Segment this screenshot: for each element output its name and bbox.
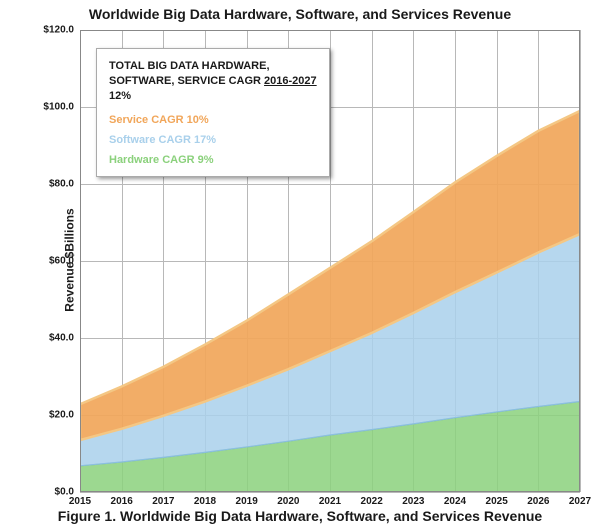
x-tick-label: 2017 [152, 492, 174, 507]
y-axis-label: Revenue $Billions [63, 208, 77, 311]
x-tick-label: 2022 [361, 492, 383, 507]
y-tick-label: $20.0 [49, 410, 80, 421]
y-tick-label: $100.0 [43, 102, 80, 113]
x-tick-label: 2020 [277, 492, 299, 507]
legend-item: Software CAGR 17% [109, 134, 317, 146]
figure-caption: Figure 1. Worldwide Big Data Hardware, S… [0, 508, 600, 524]
chart-title: Worldwide Big Data Hardware, Software, a… [0, 6, 600, 22]
y-tick-label: $40.0 [49, 333, 80, 344]
plot-area: $0.0$20.0$40.0$60.0$80.0$100.0$120.02015… [80, 30, 580, 492]
x-tick-label: 2024 [444, 492, 466, 507]
x-tick-label: 2027 [569, 492, 591, 507]
page: Worldwide Big Data Hardware, Software, a… [0, 0, 600, 528]
legend-item: Service CAGR 10% [109, 114, 317, 126]
legend-box: TOTAL BIG DATA HARDWARE,SOFTWARE, SERVIC… [96, 48, 330, 177]
x-tick-label: 2016 [111, 492, 133, 507]
grid-line [580, 30, 581, 492]
x-tick-label: 2026 [527, 492, 549, 507]
x-tick-label: 2018 [194, 492, 216, 507]
x-tick-label: 2023 [402, 492, 424, 507]
legend-item: Hardware CAGR 9% [109, 154, 317, 166]
y-tick-label: $80.0 [49, 179, 80, 190]
y-tick-label: $120.0 [43, 25, 80, 36]
legend-total: TOTAL BIG DATA HARDWARE,SOFTWARE, SERVIC… [109, 59, 317, 104]
x-tick-label: 2021 [319, 492, 341, 507]
x-tick-label: 2015 [69, 492, 91, 507]
x-tick-label: 2025 [486, 492, 508, 507]
x-tick-label: 2019 [236, 492, 258, 507]
